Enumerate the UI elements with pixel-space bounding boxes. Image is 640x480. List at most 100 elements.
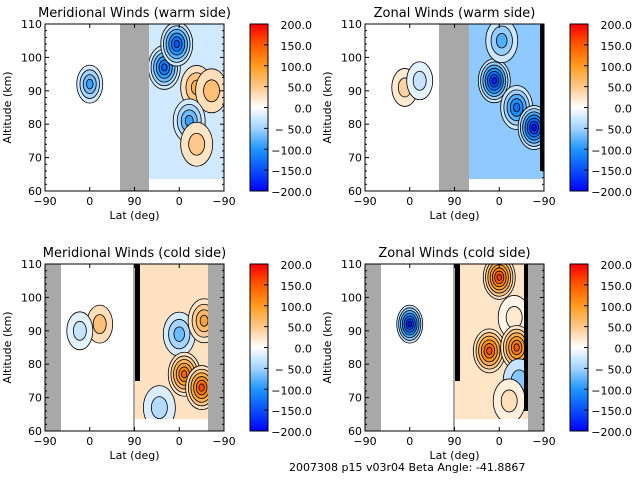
x-axis-label: Lat (deg) [110,449,160,462]
colorbar-tick-label: 0.0 [615,343,633,356]
colorbar-tick-label: − 50.0 [595,363,632,376]
x-tick-label: 0 [496,195,503,208]
colorbar-tick-label: 100.0 [281,301,313,314]
masked-region [133,264,135,431]
dense-contour-band [524,264,528,411]
panel-title: Meridional Winds (warm side) [38,6,231,21]
y-tick-label: 90 [348,325,362,338]
y-tick-label: 80 [28,358,42,371]
y-tick-label: 60 [28,185,42,198]
y-tick-label: 110 [341,18,362,31]
dense-contour-band [455,264,460,381]
x-tick-label: −90 [353,435,376,448]
colorbar-tick-label: −200.0 [591,426,632,439]
x-tick-label: −90 [532,195,555,208]
colorbar-tick-label: 200.0 [281,259,313,272]
y-tick-label: 100 [21,51,42,64]
colorbar-tick-label: 0.0 [295,343,313,356]
colorbar-tick-label: 50.0 [288,322,313,335]
x-tick-label: 0 [406,435,413,448]
contour-level [86,78,94,90]
contour-level [513,102,521,113]
panel-cold-meridional: Meridional Winds (cold side) 60 70 80 90 100 1… [1,246,312,462]
y-axis-label: Altitude (km) [321,71,334,143]
colorbar-tick-label: 100.0 [601,301,633,314]
panel-cold-zonal: Zonal Winds (cold side) 60 70 80 90 100 110 −90… [321,246,632,462]
panel-title: Zonal Winds (warm side) [374,6,536,21]
colorbar-tick-label: 150.0 [281,40,313,53]
contour-level [72,320,87,341]
y-tick-label: 90 [28,325,42,338]
x-axis-label: Lat (deg) [430,209,480,222]
masked-region [120,24,149,191]
x-axis-label: Lat (deg) [430,449,480,462]
y-tick-label: 110 [341,258,362,271]
contour-level [181,370,188,379]
colorbar-tick-label: − 50.0 [275,123,312,136]
y-tick-label: 100 [21,291,42,304]
contour-region [135,264,208,419]
contour-region [469,24,544,179]
contour-level [92,314,107,335]
masked-region [439,24,469,191]
contour-level [173,326,185,342]
panel-title: Zonal Winds (cold side) [378,246,530,261]
x-tick-label: 0 [176,435,183,448]
contour-level [496,273,502,281]
y-tick-label: 80 [348,358,362,371]
y-axis-label: Altitude (km) [1,71,14,143]
contour-level [188,132,206,156]
y-tick-label: 70 [348,152,362,165]
colorbar-tick-label: 200.0 [281,19,313,32]
panel-warm-meridional: Meridional Winds (warm side) 60 70 80 90 100 1… [1,6,312,222]
colorbar-tick-label: −150.0 [271,165,312,178]
y-tick-label: 110 [21,258,42,271]
y-tick-label: 100 [341,291,362,304]
y-tick-label: 70 [348,392,362,405]
x-tick-label: 90 [448,195,462,208]
colorbar-tick-label: −200.0 [591,186,632,199]
x-tick-label: 90 [128,435,142,448]
colorbar-tick-label: −100.0 [271,144,312,157]
contour-level [161,63,168,72]
colorbar-tick-label: 100.0 [601,61,633,74]
x-axis-label: Lat (deg) [110,209,160,222]
y-tick-label: 60 [28,425,42,438]
contour-level [496,33,508,49]
contour-region [149,24,224,179]
x-tick-label: −90 [212,435,235,448]
y-tick-label: 80 [348,118,362,131]
x-tick-label: 0 [406,195,413,208]
x-tick-label: −90 [33,435,56,448]
colorbar-tick-label: 50.0 [288,82,313,95]
x-tick-label: 0 [176,195,183,208]
x-tick-label: −90 [353,195,376,208]
contour-level [491,77,497,85]
masked-region [45,264,61,431]
x-tick-label: −90 [33,195,56,208]
colorbar-tick-label: −200.0 [271,186,312,199]
y-tick-label: 110 [21,18,42,31]
colorbar-tick-label: − 50.0 [275,363,312,376]
y-tick-label: 60 [348,425,362,438]
contour-level [203,79,220,103]
y-tick-label: 80 [28,118,42,131]
contour-level [150,396,168,419]
contour-level [513,343,520,352]
y-axis-label: Altitude (km) [321,311,334,383]
panel-warm-zonal: Zonal Winds (warm side) 60 70 80 90 100 110 −90… [321,6,632,222]
colorbar-tick-label: −100.0 [591,384,632,397]
contour-level [486,346,493,355]
colorbar-tick-label: −150.0 [271,405,312,418]
colorbar-tick-label: 150.0 [601,280,633,293]
dense-contour-band [135,264,140,381]
masked-region [453,264,455,431]
x-tick-label: 90 [128,195,142,208]
colorbar-tick-label: −100.0 [271,384,312,397]
colorbar-tick-label: 0.0 [615,103,633,116]
colorbar-tick-label: 0.0 [295,103,313,116]
y-tick-label: 60 [348,185,362,198]
y-axis-label: Altitude (km) [1,311,14,383]
y-tick-label: 70 [28,152,42,165]
